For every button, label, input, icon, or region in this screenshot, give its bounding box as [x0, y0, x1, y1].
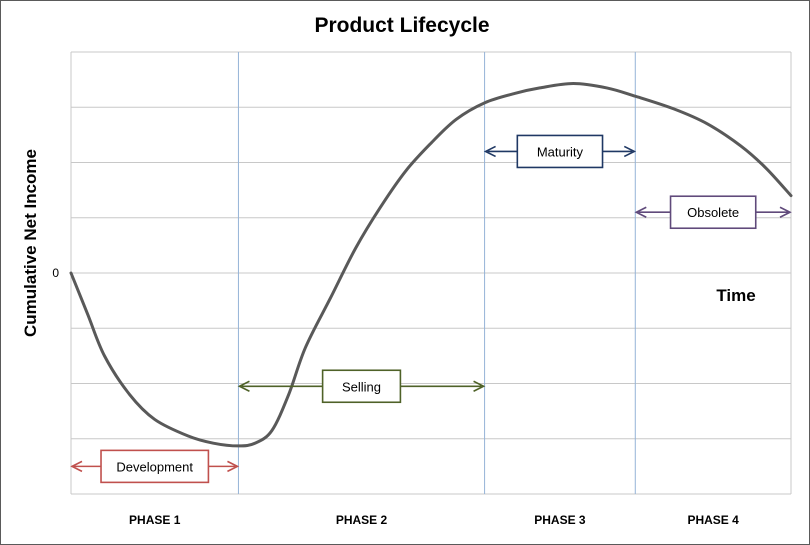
phase-label: PHASE 4	[687, 513, 739, 527]
arrow-right-head	[473, 380, 486, 392]
annotation-label: Selling	[342, 379, 381, 394]
annotation-label: Obsolete	[687, 205, 739, 220]
y-tick-zero: 0	[52, 266, 59, 280]
arrow-right-head	[623, 145, 637, 158]
annotation-box	[669, 195, 757, 230]
arrow-left-head	[634, 206, 647, 218]
phase-label: PHASE 2	[336, 513, 388, 527]
annotation-maturity: Maturity	[483, 134, 637, 169]
arrow-right-head	[779, 206, 792, 218]
phase-labels: PHASE 1 PHASE 2 PHASE 3 PHASE 4	[129, 513, 739, 527]
arrow-right-head	[227, 460, 240, 473]
grid-lines	[71, 51, 791, 495]
annotation-box	[321, 369, 402, 404]
annotation-label: Maturity	[537, 144, 584, 159]
curve-layer	[69, 81, 793, 448]
annotation-selling: Selling	[237, 369, 486, 404]
y-axis-label: Cumulative Net Income	[21, 149, 40, 337]
arrow-left-head	[483, 145, 496, 158]
phase-label: PHASE 3	[534, 513, 586, 527]
phase-label: PHASE 1	[129, 513, 181, 527]
chart-title: Product Lifecycle	[314, 14, 489, 37]
phase-annotations: Development Selling Maturity Obsolete	[70, 134, 792, 484]
annotation-obsolete: Obsolete	[634, 195, 792, 230]
annotation-box	[516, 134, 604, 169]
annotation-development: Development	[70, 449, 240, 484]
phase-dividers	[70, 52, 792, 494]
annotation-label: Development	[116, 459, 193, 474]
arrow-left-head	[237, 380, 250, 392]
x-axis-label: Time	[716, 286, 755, 305]
arrow-left-head	[70, 460, 83, 473]
product-lifecycle-curve	[69, 81, 793, 448]
annotation-box	[100, 449, 210, 484]
